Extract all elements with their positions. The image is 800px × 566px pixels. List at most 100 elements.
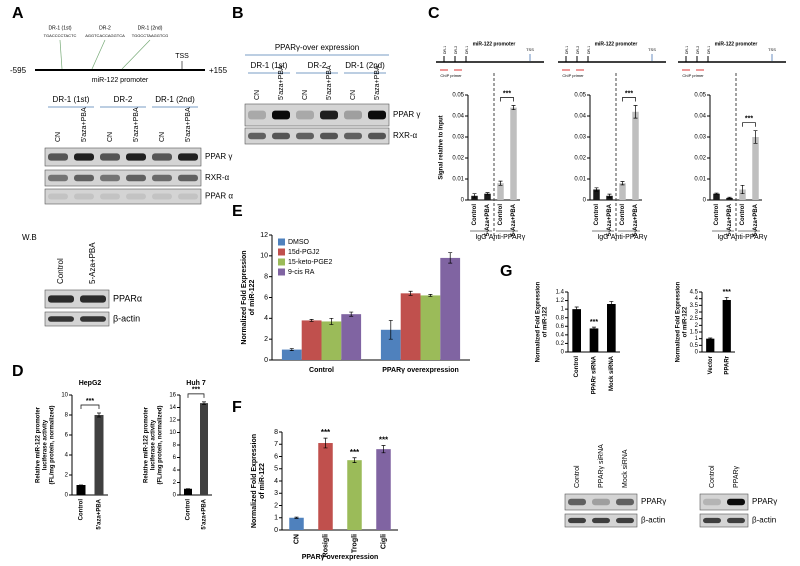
blot-band [126,153,146,161]
bar [440,257,461,360]
x-tick-label: PPARγ overexpression [382,367,459,374]
y-tick-label: 0.02 [574,156,586,162]
lane-label: CN [55,132,62,142]
y-axis-label: of miR-122 [683,306,689,337]
y-axis-label: luciferase activity [43,419,49,470]
significance-label: *** [350,448,360,457]
significance-bracket [187,393,205,398]
site-connector [91,39,106,70]
blot-band [48,193,68,200]
panel-label: B [232,5,244,22]
y-tick-label: 0.02 [452,156,464,162]
y-tick-label: 0 [173,493,177,499]
schematic-site: DR-2 [696,46,700,54]
schematic-site: DR-1 [685,46,689,54]
y-tick-label: 3.5 [690,303,699,309]
group-label: IgG [597,234,608,241]
y-tick-label: 0 [703,198,707,204]
error-bar [498,180,503,186]
blot-band [616,498,634,506]
schematic-primer: ChIP primer [562,73,584,78]
blot-band [344,110,362,120]
blot-strip [564,493,638,511]
promoter-start: -595 [10,66,27,75]
bar [572,309,581,352]
blot-band [344,132,362,140]
panel-label: D [12,363,24,380]
schematic-tss: TSS [526,47,534,52]
lane-label: 5'aza+PBA [81,107,88,142]
blot-strip [244,127,390,145]
lane-label: Control [709,465,716,488]
bar [484,193,491,200]
bar [713,193,720,200]
blot-group: DR-2 [114,95,133,104]
blot-strip [244,103,390,127]
x-tick-label: Control [620,204,626,226]
y-tick-label: 8 [173,443,177,449]
x-tick-label: 5-Aza+PBA [607,203,613,236]
y-tick-label: 6 [274,453,278,460]
y-tick-label: 10 [260,253,268,260]
legend-swatch [278,248,285,256]
bar [593,189,600,200]
error-bar [388,320,393,340]
significance-bracket [80,404,100,409]
error-bar [352,457,357,463]
error-bar [714,192,719,195]
y-tick-label: 10 [61,393,68,399]
x-tick-label: Mock siRNA [609,355,615,391]
schematic-tss: TSS [648,47,656,52]
error-bar [472,193,477,199]
blot-band [178,193,198,200]
blot-band [152,193,172,200]
site-seq: TGGCCTAAGGTCG [132,33,169,38]
x-tick-label: PPARr siRNA [592,355,598,394]
x-tick-label: Control [186,499,192,521]
bar [200,403,208,495]
significance-label: *** [590,319,598,326]
y-tick-label: 0 [583,198,587,204]
significance-label: *** [503,90,511,97]
y-tick-label: 6 [173,455,177,461]
bar [376,449,391,530]
y-tick-label: 0.03 [694,135,706,141]
y-tick-label: 0.2 [556,341,565,347]
blot-band [592,517,610,524]
site-name: DR-1 (1st) [48,25,71,31]
x-axis-label: PPARγ overexpression [302,554,379,561]
lane-label: 5'aza+PBA [326,65,333,100]
y-axis-label: of miR-122 [259,463,266,499]
error-bar [724,296,729,304]
schematic-tss: TSS [768,47,776,52]
bar [497,183,504,200]
chart-title: Huh 7 [186,380,206,387]
error-bar [607,193,612,198]
bar [341,314,362,360]
bar [752,137,759,200]
chart-title: HepG2 [79,380,102,387]
schematic-site: DR-1 [443,46,447,54]
y-tick-label: 0.01 [694,177,706,183]
x-tick-label: Vector [708,355,714,374]
y-tick-label: 0.04 [452,114,464,120]
significance-label: *** [86,398,94,405]
panel-label: A [12,5,24,22]
blot-strip [699,513,749,528]
blot-band [48,174,68,182]
group-label: Anti-PPARγ [489,234,526,241]
error-bar [727,196,732,199]
blot-band [74,153,94,161]
y-tick-label: 1.5 [690,330,699,336]
blot-row-label: PPARα [113,293,142,303]
error-bar [633,105,638,119]
site-name: DR-1 (2nd) [138,25,163,31]
y-tick-label: 8 [264,274,268,281]
y-axis-label: (FL/mg protein, normalized) [50,405,56,484]
site-seq: AGGTCACCAGGTCA [85,33,125,38]
y-tick-label: 0 [695,350,699,356]
error-bar [97,412,101,418]
blot-group: DR-1 (2nd) [345,61,385,70]
